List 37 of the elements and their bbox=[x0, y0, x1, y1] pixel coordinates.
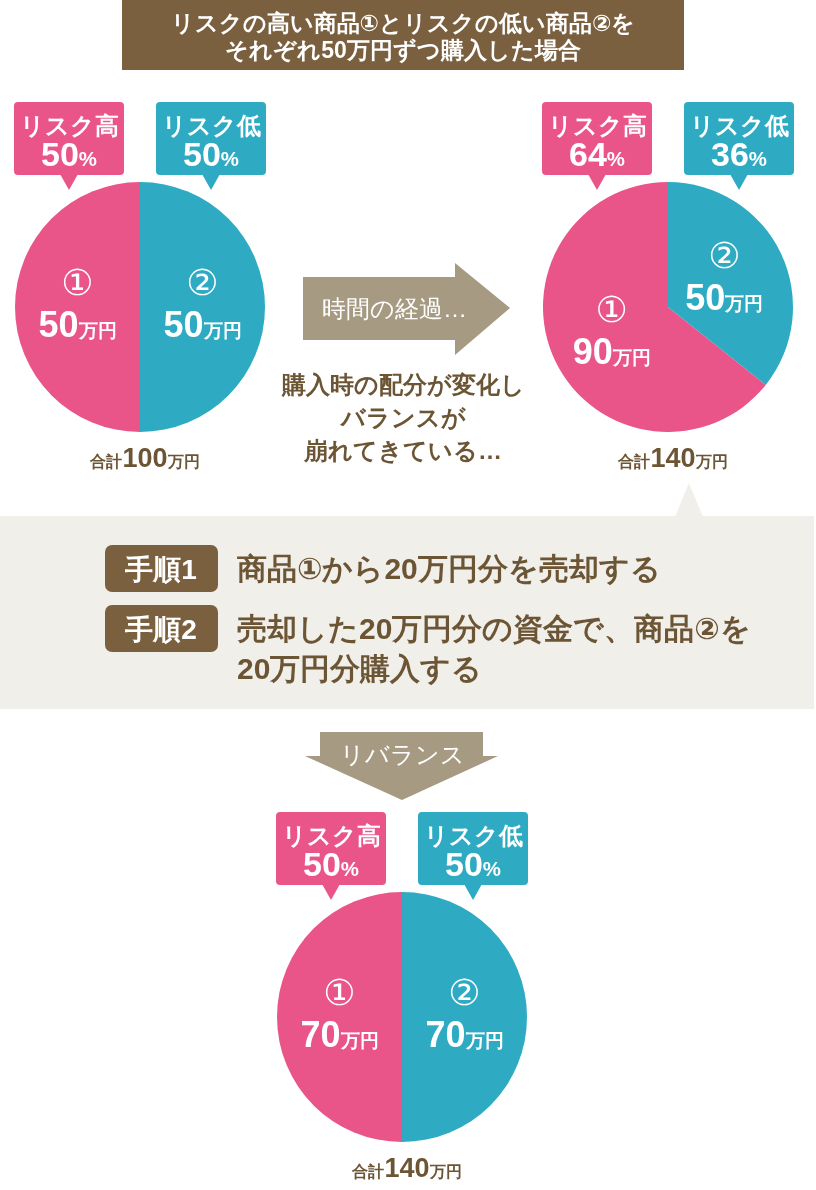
text: 合計140万円 bbox=[351, 1153, 462, 1183]
slice-label: ① bbox=[61, 262, 94, 303]
data-label: 50万円 bbox=[38, 304, 117, 345]
data-label: 50万円 bbox=[685, 276, 764, 318]
data-label: 90万円 bbox=[572, 331, 651, 373]
text: バランスが bbox=[338, 404, 466, 431]
text: リスクの高い商品①とリスクの低い商品②をそれぞれ50万円ずつ購入した場合 bbox=[170, 10, 636, 64]
text: リバランス bbox=[339, 741, 465, 768]
pie-slice bbox=[402, 892, 527, 1142]
text: 手順1 bbox=[124, 554, 197, 585]
text: 購入時の配分が変化し bbox=[280, 371, 525, 398]
text: 崩れてきている… bbox=[303, 437, 502, 464]
pie-slice bbox=[140, 182, 265, 432]
slice-label: ① bbox=[323, 972, 356, 1013]
data-label: 50万円 bbox=[163, 304, 242, 345]
data-label: 70万円 bbox=[300, 1014, 379, 1055]
text: リスク低 50% bbox=[423, 822, 523, 883]
data-label: 70万円 bbox=[425, 1014, 504, 1055]
pie-slice bbox=[277, 892, 402, 1142]
text: 手順2 bbox=[124, 614, 197, 645]
text: リスク高 50% bbox=[281, 822, 381, 883]
slice-label: ① bbox=[595, 289, 628, 331]
pie-slice bbox=[15, 182, 140, 432]
pie-slice bbox=[668, 182, 793, 385]
text: リスク低 36% bbox=[689, 112, 789, 173]
text: 合計100万円 bbox=[89, 443, 200, 473]
slice-label: ② bbox=[186, 262, 219, 303]
text: リスク高 50% bbox=[19, 112, 119, 173]
text: 商品①から20万円分を売却する bbox=[237, 552, 661, 586]
slice-label: ② bbox=[448, 972, 481, 1013]
pie-slice bbox=[543, 182, 766, 432]
text: 合計140万円 bbox=[617, 443, 728, 473]
slice-label: ② bbox=[708, 234, 741, 276]
text: 時間の経過… bbox=[322, 295, 467, 322]
text: 売却した20万円分の資金で、商品②を20万円分購入する bbox=[237, 612, 751, 686]
text: リスク高 64% bbox=[547, 112, 647, 173]
text: リスク低 50% bbox=[161, 112, 261, 173]
